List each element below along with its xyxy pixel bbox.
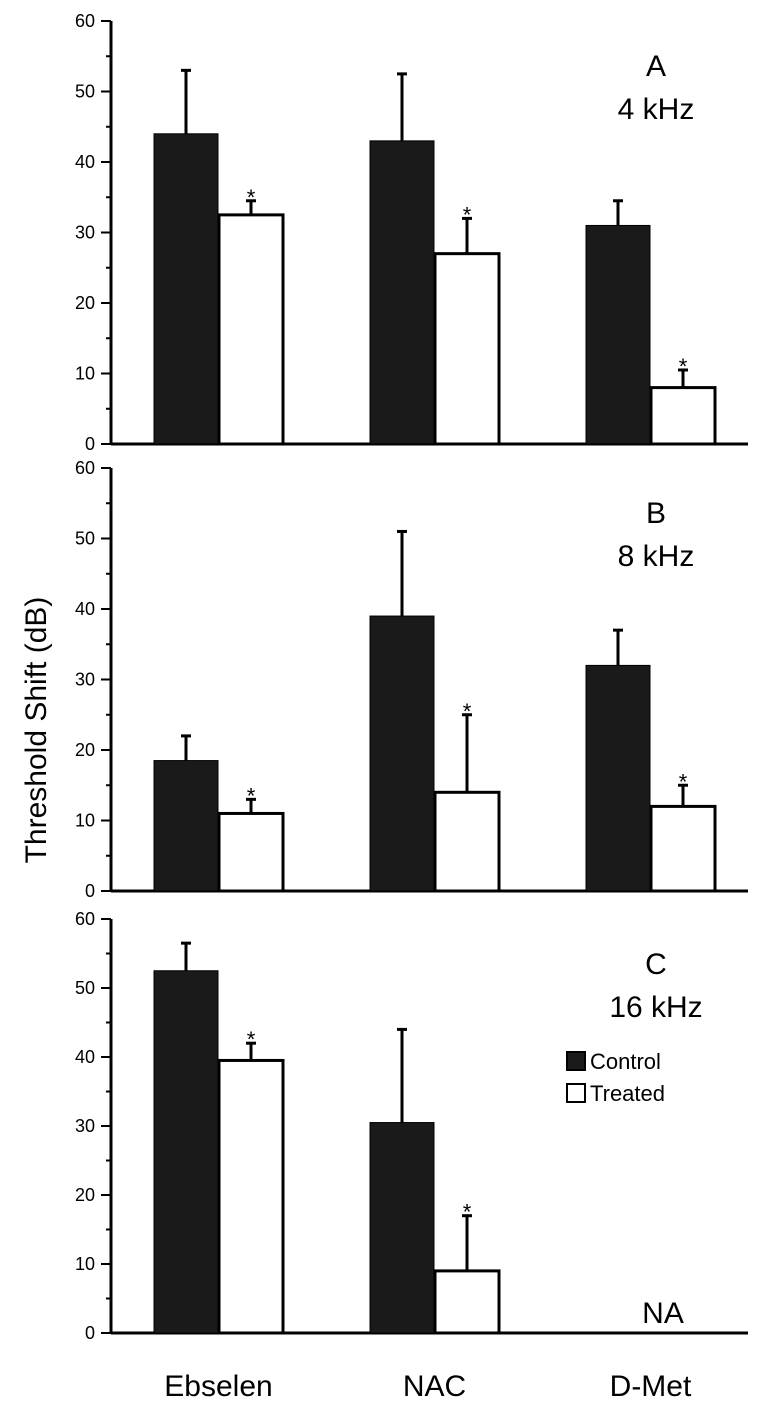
y-tick-label: 0 bbox=[85, 434, 95, 454]
significance-marker: * bbox=[463, 1200, 472, 1225]
bar-control-ebselen bbox=[154, 761, 218, 891]
bar-treated-nac bbox=[435, 792, 499, 891]
bar-treated-ebselen bbox=[219, 813, 283, 891]
y-tick-label: 0 bbox=[85, 1323, 95, 1343]
y-tick-label: 60 bbox=[75, 11, 95, 31]
panel-frequency: 4 kHz bbox=[618, 93, 695, 126]
legend-swatch-treated bbox=[567, 1084, 585, 1102]
panel-a: 0 10 20 30 40 50 60 * * * A 4 kHz bbox=[75, 11, 748, 454]
y-tick-label: 0 bbox=[85, 881, 95, 901]
y-axis-label: Threshold Shift (dB) bbox=[20, 597, 53, 864]
y-tick-label: 20 bbox=[75, 740, 95, 760]
y-tick-label: 40 bbox=[75, 152, 95, 172]
panel-letter: A bbox=[646, 50, 666, 83]
panel-b: 0 10 20 30 40 50 60 * * * B 8 kHz bbox=[75, 458, 748, 901]
y-tick-label: 20 bbox=[75, 293, 95, 313]
y-tick-label: 10 bbox=[75, 1254, 95, 1274]
y-tick-label: 40 bbox=[75, 1047, 95, 1067]
legend-swatch-control bbox=[567, 1052, 585, 1070]
category-label: D-Met bbox=[610, 1370, 692, 1403]
y-tick-label: 40 bbox=[75, 599, 95, 619]
y-tick-label: 60 bbox=[75, 909, 95, 929]
significance-marker: * bbox=[679, 769, 688, 794]
legend-label-treated: Treated bbox=[590, 1081, 665, 1106]
panel-letter: C bbox=[645, 948, 667, 981]
legend: Control Treated bbox=[567, 1049, 665, 1106]
panel-frequency: 16 kHz bbox=[609, 991, 702, 1024]
y-tick-label: 20 bbox=[75, 1185, 95, 1205]
y-tick-label: 10 bbox=[75, 811, 95, 831]
panel-frequency: 8 kHz bbox=[618, 540, 695, 573]
na-annotation: NA bbox=[642, 1297, 684, 1330]
bar-control-ebselen bbox=[154, 134, 218, 444]
bar-control-d-met bbox=[586, 665, 650, 891]
bar-control-nac bbox=[370, 616, 434, 891]
significance-marker: * bbox=[247, 185, 256, 210]
bar-control-ebselen bbox=[154, 971, 218, 1333]
significance-marker: * bbox=[679, 354, 688, 379]
panel-c: 0 10 20 30 40 50 60 * * C 16 kHz NA bbox=[75, 909, 748, 1343]
legend-label-control: Control bbox=[590, 1049, 661, 1074]
y-tick-label: 30 bbox=[75, 223, 95, 243]
significance-marker: * bbox=[463, 699, 472, 724]
y-tick-label: 50 bbox=[75, 82, 95, 102]
bar-control-d-met bbox=[586, 225, 650, 444]
bar-control-nac bbox=[370, 1123, 434, 1333]
y-tick-label: 60 bbox=[75, 458, 95, 478]
bar-treated-ebselen bbox=[219, 1060, 283, 1333]
chart: Threshold Shift (dB) 0 10 20 30 40 50 60 * * * A 4 … bbox=[0, 0, 771, 1422]
y-tick-label: 30 bbox=[75, 1116, 95, 1136]
bar-treated-nac bbox=[435, 1271, 499, 1333]
y-tick-label: 50 bbox=[75, 978, 95, 998]
category-label: NAC bbox=[403, 1370, 466, 1403]
bar-treated-d-met bbox=[651, 806, 715, 891]
significance-marker: * bbox=[247, 1027, 256, 1052]
bar-treated-ebselen bbox=[219, 215, 283, 444]
y-tick-label: 10 bbox=[75, 364, 95, 384]
bar-treated-d-met bbox=[651, 388, 715, 444]
category-label: Ebselen bbox=[164, 1370, 272, 1403]
bar-treated-nac bbox=[435, 254, 499, 444]
significance-marker: * bbox=[247, 783, 256, 808]
y-tick-label: 50 bbox=[75, 529, 95, 549]
y-tick-label: 30 bbox=[75, 670, 95, 690]
bar-control-nac bbox=[370, 141, 434, 444]
panel-letter: B bbox=[646, 497, 666, 530]
significance-marker: * bbox=[463, 202, 472, 227]
